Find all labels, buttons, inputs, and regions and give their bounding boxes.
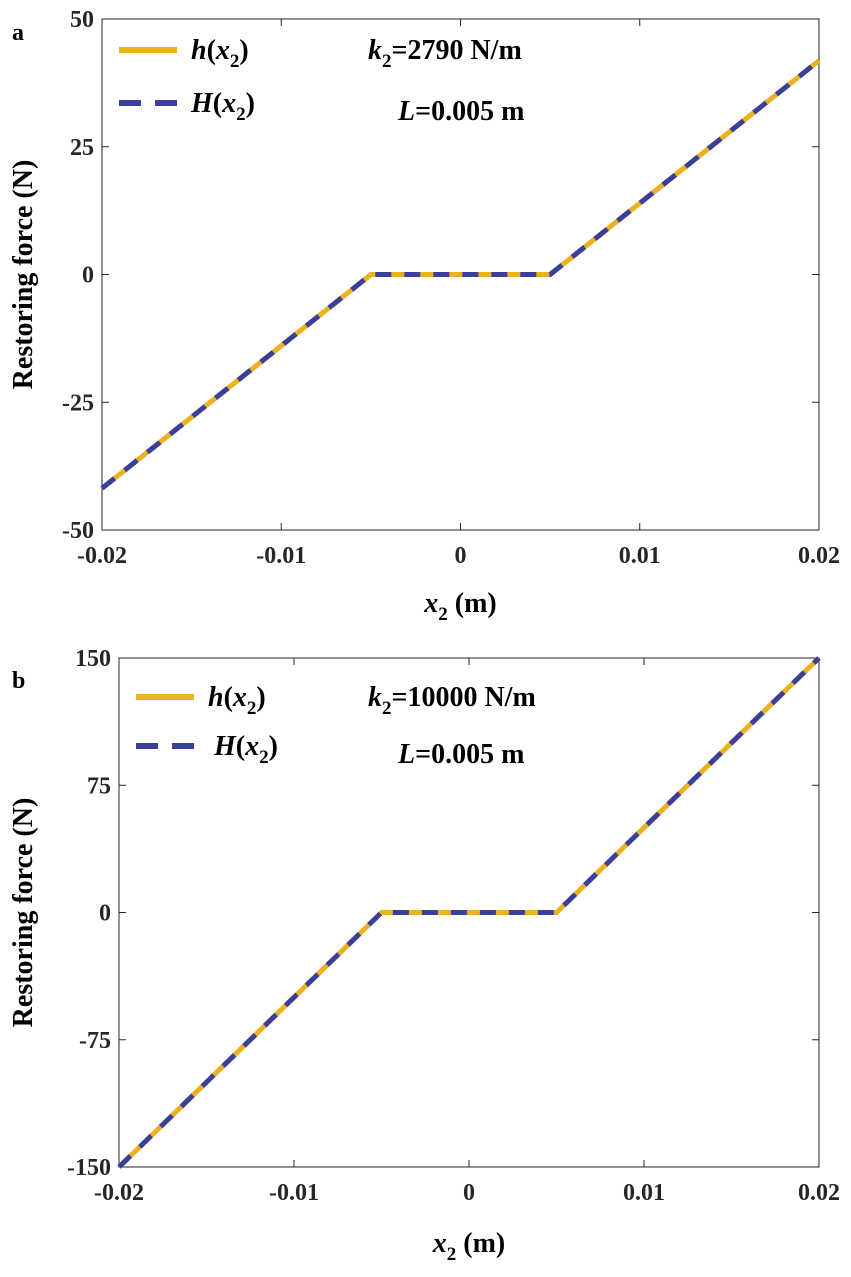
annotation-L-var: L [397,96,415,127]
y-tick-label: 0 [99,901,111,927]
x-tick-label: -0.01 [269,1180,319,1206]
x-axis-label: x2 (m) [432,1228,505,1265]
y-tick-label: -75 [79,1028,111,1054]
y-axis-label: Restoring force (N) [8,160,39,390]
legend-paren: ( [224,682,233,713]
legend-sub: 2 [259,747,269,768]
x-axis-label-var: x [423,588,438,619]
legend-arg: x [244,731,259,762]
legend-sub: 2 [230,51,240,72]
legend-paren: ) [239,35,248,66]
y-tick-label: 75 [87,773,111,799]
y-tick-label: 25 [70,135,94,161]
annotation-L-var: L [397,739,415,770]
legend-paren: ( [236,731,245,762]
y-tick-label: -150 [67,1155,111,1181]
legend-paren: ) [256,682,265,713]
annotation-L: L=0.005 m [397,96,524,127]
x-tick-label: -0.02 [94,1180,144,1206]
series-line-H [117,656,821,1169]
x-tick-label: 0.02 [798,543,840,569]
legend-sub: 2 [236,104,246,125]
series-line-h [100,58,821,491]
legend-sub: 2 [247,698,257,719]
annotation-L: L=0.005 m [397,739,524,770]
legend-entry: H(x2) [190,88,255,125]
annotation-k-var: k [368,682,382,713]
x-tick-label: 0.01 [619,543,661,569]
x-axis-label-unit: (m) [456,1228,505,1259]
x-tick-label: 0.02 [798,1180,840,1206]
annotation-L-value: =0.005 m [415,96,524,127]
legend-paren: ( [207,35,216,66]
x-tick-label: -0.01 [256,543,306,569]
x-tick-label: 0.01 [623,1180,665,1206]
legend-entry: h(x2) [208,682,266,719]
x-tick-label: 0 [455,543,467,569]
x-axis-label-unit: (m) [448,588,497,619]
legend-fn: h [208,682,224,713]
legend-arg: x [215,35,230,66]
legend-fn: H [190,88,214,119]
x-axis-label-sub: 2 [447,1244,457,1265]
annotation-k-value: =10000 N/m [392,682,536,713]
legend-paren: ) [269,731,278,762]
annotation-L-value: =0.005 m [415,739,524,770]
x-tick-label: 0 [463,1180,475,1206]
legend-entry: h(x2) [191,35,249,72]
x-axis-label-var: x [432,1228,447,1259]
y-tick-label: 0 [82,263,94,289]
annotation-k: k2=2790 N/m [368,35,522,72]
legend-fn: h [191,35,207,66]
legend-paren: ) [246,88,255,119]
y-tick-label: 50 [70,7,94,33]
legend-fn: H [213,731,237,762]
x-axis-label: x2 (m) [423,588,496,625]
panel-label: b [12,668,25,694]
x-tick-label: -0.02 [77,543,127,569]
annotation-k-value: =2790 N/m [392,35,522,66]
panel-label: a [12,20,24,46]
legend-paren: ( [213,88,222,119]
annotation-k: k2=10000 N/m [368,682,536,719]
y-axis-label: Restoring force (N) [8,798,39,1028]
y-tick-label: -50 [62,518,94,544]
x-axis-label-sub: 2 [438,604,448,625]
annotation-k-sub: 2 [382,698,392,719]
y-tick-label: 150 [75,646,111,672]
legend-arg: x [221,88,236,119]
legend-entry: H(x2) [213,731,278,768]
legend-arg: x [232,682,247,713]
annotation-k-sub: 2 [382,51,392,72]
annotation-k-var: k [368,35,382,66]
y-tick-label: -25 [62,390,94,416]
